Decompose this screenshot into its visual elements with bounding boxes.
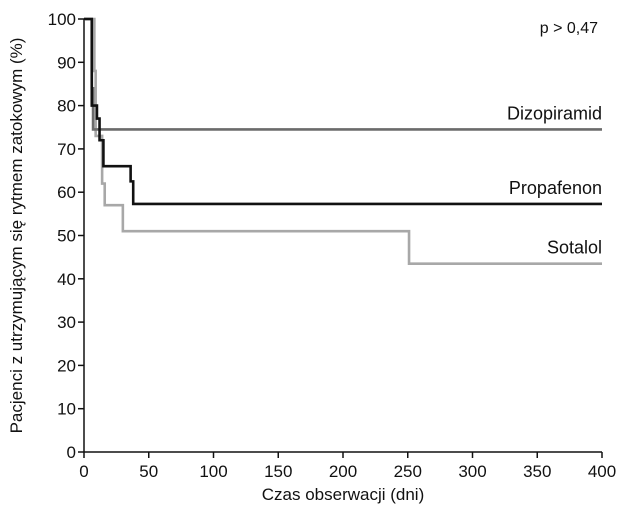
x-tick-label: 50	[139, 462, 158, 481]
x-ticks: 0 50 100 150 200 250 300 350 400	[79, 452, 616, 481]
y-axis-label: Pacjenci z utrzymującym się rytmem zatok…	[7, 38, 26, 434]
axes	[83, 19, 602, 453]
y-tick-label: 90	[57, 53, 76, 72]
series-line-propafenon	[84, 17, 602, 206]
y-tick-label: 100	[48, 10, 76, 29]
series-label-dizopiramid: Dizopiramid	[507, 103, 602, 123]
y-ticks: 0 10 20 30 40 50 60 70 80 90 100	[48, 10, 84, 462]
x-tick-label: 150	[264, 462, 292, 481]
x-tick-label: 250	[394, 462, 422, 481]
y-tick-label: 40	[57, 270, 76, 289]
x-tick-label: 100	[199, 462, 227, 481]
series-label-propafenon: Propafenon	[509, 178, 602, 198]
y-tick-label: 20	[57, 356, 76, 375]
x-tick-label: 200	[329, 462, 357, 481]
x-axis-label: Czas obserwacji (dni)	[262, 485, 425, 504]
x-tick-label: 400	[588, 462, 616, 481]
y-tick-label: 10	[57, 400, 76, 419]
p-value-annotation: p > 0,47	[540, 20, 598, 37]
series-lines	[84, 17, 602, 265]
y-tick-label: 30	[57, 313, 76, 332]
series-label-sotalol: Sotalol	[547, 238, 602, 258]
y-tick-label: 0	[67, 443, 76, 462]
x-tick-label: 0	[79, 462, 88, 481]
series-labels: Dizopiramid Propafenon Sotalol	[507, 103, 602, 257]
y-tick-label: 60	[57, 183, 76, 202]
x-tick-label: 300	[458, 462, 486, 481]
series-line-sotalol	[84, 17, 602, 265]
y-tick-label: 50	[57, 227, 76, 246]
y-tick-label: 70	[57, 140, 76, 159]
y-tick-label: 80	[57, 97, 76, 116]
x-tick-label: 350	[523, 462, 551, 481]
